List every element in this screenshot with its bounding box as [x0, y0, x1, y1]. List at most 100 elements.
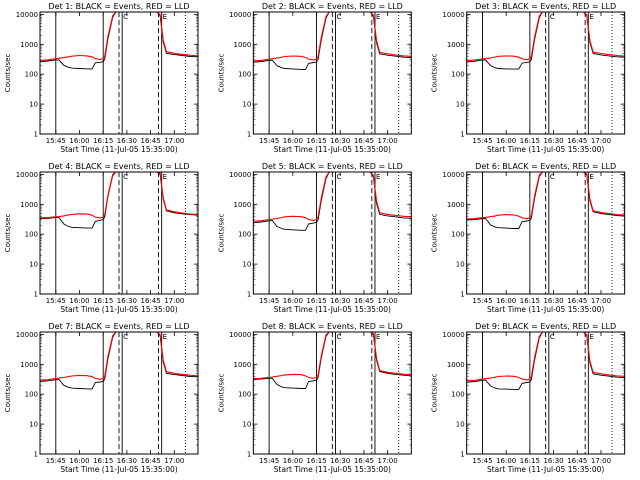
chart-panel-9: Det 9: BLACK = Events, RED = LLD Counts/s…	[431, 322, 626, 474]
y-axis-label: Counts/sec	[217, 214, 225, 253]
chart-title: Det 6: BLACK = Events, RED = LLD	[475, 162, 616, 171]
x-tick-label: 16:00	[69, 297, 89, 305]
lld-series-line	[39, 331, 199, 381]
y-axis-label: Counts/sec	[431, 214, 439, 253]
time-marker-label: C	[550, 13, 555, 21]
y-tick-label: 10	[242, 421, 251, 429]
x-tick-label: 16:15	[93, 457, 113, 465]
y-axis-label: Counts/sec	[431, 54, 439, 93]
y-tick-label: 100	[238, 391, 251, 399]
x-tick-label: 16:15	[306, 297, 326, 305]
x-tick-label: 15:45	[259, 457, 279, 465]
x-tick-label: 17:00	[164, 297, 184, 305]
x-axis-label: Start Time (11-Jul-05 15:35:00)	[60, 145, 177, 154]
y-tick-label: 10000	[16, 331, 38, 339]
y-tick-label: 10000	[442, 331, 464, 339]
y-tick-label: 100	[238, 71, 251, 79]
lld-series-line	[253, 331, 412, 380]
y-axis-label: Counts/sec	[4, 214, 12, 253]
y-tick-label: 10	[456, 101, 465, 109]
time-marker-label: E	[163, 173, 167, 181]
plot-frame	[466, 331, 626, 455]
y-tick-label: 1000	[447, 201, 465, 209]
chart-panel-2: Det 2: BLACK = Events, RED = LLD Counts/s…	[217, 2, 412, 154]
plot-frame	[252, 11, 412, 135]
y-tick-label: 10	[242, 261, 251, 269]
lld-series-line	[466, 331, 625, 382]
x-tick-label: 16:30	[330, 457, 350, 465]
x-tick-label: 16:15	[520, 297, 540, 305]
x-tick-label: 16:30	[543, 457, 563, 465]
lld-series-line	[39, 11, 199, 61]
x-tick-label: 16:15	[93, 137, 113, 145]
x-axis-label: Start Time (11-Jul-05 15:35:00)	[274, 145, 391, 154]
x-tick-label: 16:15	[306, 457, 326, 465]
chart-title: Det 7: BLACK = Events, RED = LLD	[49, 322, 190, 331]
y-tick-label: 100	[25, 391, 38, 399]
x-tick-label: 15:45	[472, 137, 492, 145]
y-tick-label: 1	[247, 291, 251, 299]
y-tick-label: 10000	[229, 331, 251, 339]
time-marker-label: E	[589, 173, 593, 181]
y-tick-label: 100	[238, 231, 251, 239]
y-tick-label: 1	[460, 131, 464, 139]
x-tick-label: 16:45	[354, 457, 374, 465]
x-tick-label: 15:45	[259, 137, 279, 145]
y-tick-label: 1	[460, 291, 464, 299]
y-axis-label: Counts/sec	[4, 54, 12, 93]
y-tick-label: 10000	[229, 171, 251, 179]
y-tick-label: 1	[34, 131, 38, 139]
time-marker-label: E	[163, 13, 167, 21]
time-marker-label: E	[589, 13, 593, 21]
x-tick-label: 16:45	[354, 297, 374, 305]
x-tick-label: 16:30	[543, 137, 563, 145]
x-tick-label: 16:45	[567, 137, 587, 145]
x-tick-label: 16:30	[543, 297, 563, 305]
y-tick-label: 1000	[447, 361, 465, 369]
y-tick-label: 10	[456, 261, 465, 269]
x-tick-label: 16:15	[93, 297, 113, 305]
y-tick-label: 1000	[447, 41, 465, 49]
chart-panel-8: Det 8: BLACK = Events, RED = LLD Counts/s…	[217, 322, 412, 474]
chart-panel-1: Det 1: BLACK = Events, RED = LLD Counts/s…	[4, 2, 199, 154]
plot-frame	[39, 331, 199, 455]
x-tick-label: 15:45	[472, 297, 492, 305]
y-axis-label: Counts/sec	[4, 374, 12, 413]
y-tick-label: 1000	[234, 361, 252, 369]
plot-frame	[252, 171, 412, 295]
y-tick-label: 1000	[234, 41, 252, 49]
x-tick-label: 16:00	[69, 137, 89, 145]
x-tick-label: 15:45	[46, 137, 66, 145]
time-marker-label: C	[123, 173, 128, 181]
chart-panel-4: Det 4: BLACK = Events, RED = LLD Counts/s…	[4, 162, 199, 314]
x-tick-label: 16:00	[283, 457, 303, 465]
x-tick-label: 16:45	[141, 297, 161, 305]
y-tick-label: 100	[25, 71, 38, 79]
y-tick-label: 10000	[442, 171, 464, 179]
time-marker-label: E	[376, 333, 380, 341]
plot-frame	[466, 11, 626, 135]
y-tick-label: 10	[29, 101, 38, 109]
plot-frame	[39, 171, 199, 295]
x-tick-label: 17:00	[164, 457, 184, 465]
chart-panel-5: Det 5: BLACK = Events, RED = LLD Counts/s…	[217, 162, 412, 314]
time-marker-label: C	[336, 173, 341, 181]
x-axis-label: Start Time (11-Jul-05 15:35:00)	[487, 465, 604, 474]
x-tick-label: 16:30	[330, 137, 350, 145]
y-tick-label: 100	[25, 231, 38, 239]
y-tick-label: 1000	[20, 201, 38, 209]
x-tick-label: 16:45	[354, 137, 374, 145]
y-tick-label: 1000	[20, 361, 38, 369]
y-tick-label: 10000	[16, 171, 38, 179]
lld-series-line	[39, 171, 199, 219]
y-tick-label: 10	[29, 421, 38, 429]
x-tick-label: 16:30	[117, 457, 137, 465]
y-axis-label: Counts/sec	[431, 374, 439, 413]
lld-series-line	[466, 171, 625, 220]
x-tick-label: 16:15	[306, 137, 326, 145]
plot-frame	[252, 331, 412, 455]
x-tick-label: 16:15	[520, 457, 540, 465]
y-tick-label: 1	[247, 131, 251, 139]
time-marker-label: E	[163, 333, 167, 341]
